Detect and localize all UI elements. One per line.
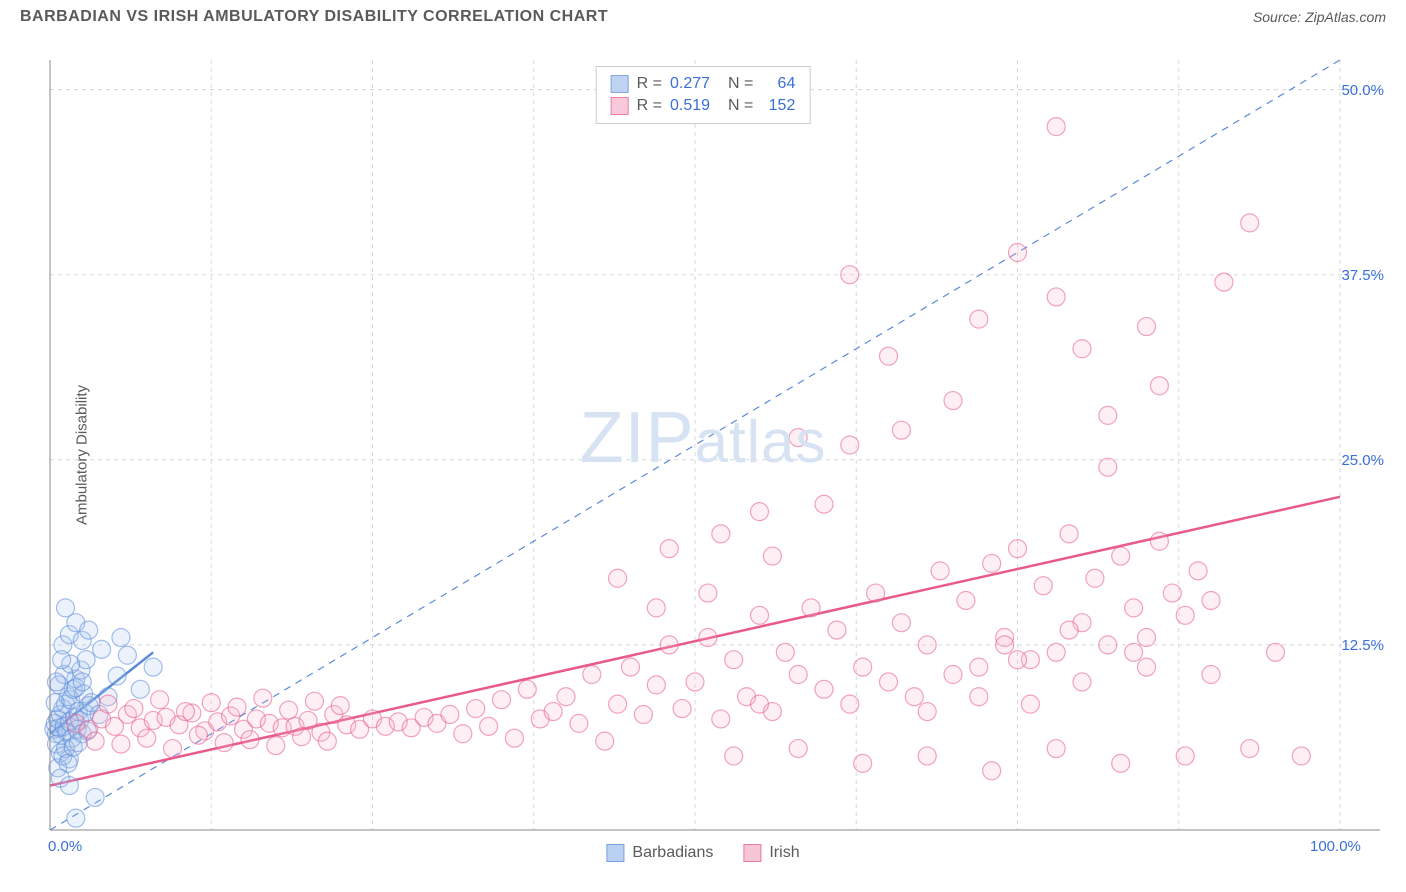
- legend-swatch: [743, 844, 761, 862]
- legend-stat-row: R = 0.277 N = 64: [611, 73, 796, 95]
- legend-swatch: [611, 97, 629, 115]
- n-value: 64: [761, 75, 795, 93]
- correlation-legend: R = 0.277 N = 64 R = 0.519 N = 152: [596, 66, 811, 124]
- legend-item: Barbadians: [606, 844, 713, 862]
- chart-title: BARBADIAN VS IRISH AMBULATORY DISABILITY…: [20, 8, 608, 26]
- x-tick-label: 0.0%: [48, 838, 82, 855]
- legend-item: Irish: [743, 844, 799, 862]
- r-label: R =: [637, 75, 662, 93]
- source-attribution: Source: ZipAtlas.com: [1253, 9, 1386, 25]
- y-tick-label: 37.5%: [1341, 267, 1384, 284]
- y-axis-label: Ambulatory Disability: [74, 385, 91, 525]
- series-legend: Barbadians Irish: [606, 844, 799, 862]
- legend-label: Barbadians: [632, 844, 713, 862]
- r-value: 0.277: [670, 75, 720, 93]
- chart-container: Ambulatory Disability ZIPatlas R =0.277N…: [0, 30, 1406, 880]
- x-tick-label: 100.0%: [1310, 838, 1361, 855]
- y-tick-label: 50.0%: [1341, 82, 1384, 99]
- legend-swatch: [606, 844, 624, 862]
- r-value: 0.519: [670, 97, 720, 115]
- n-label: N =: [728, 75, 753, 93]
- n-value: 152: [761, 97, 795, 115]
- n-label: N =: [728, 97, 753, 115]
- y-tick-label: 25.0%: [1341, 452, 1384, 469]
- r-label: R =: [637, 97, 662, 115]
- y-tick-label: 12.5%: [1341, 637, 1384, 654]
- legend-label: Irish: [769, 844, 799, 862]
- legend-swatch: [611, 75, 629, 93]
- scatter-chart: [0, 30, 1406, 880]
- legend-stat-row: R = 0.519 N = 152: [611, 95, 796, 117]
